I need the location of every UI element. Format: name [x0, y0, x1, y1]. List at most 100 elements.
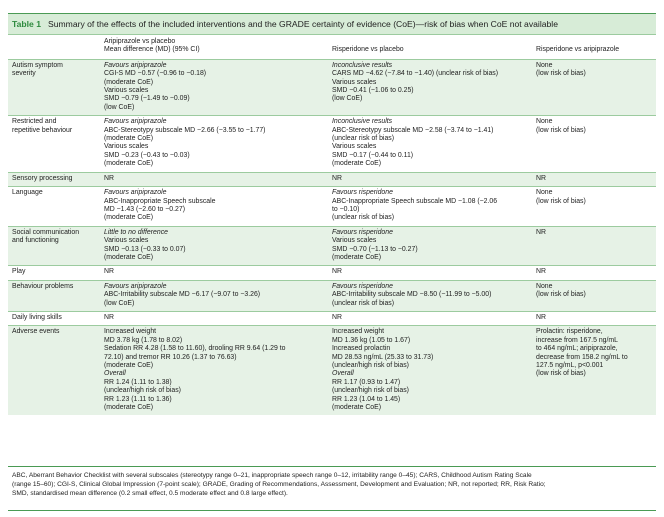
cell-text: Various scales — [104, 237, 149, 245]
cell-text: (moderate CoE) — [104, 78, 154, 86]
cell-text: (low risk of bias) — [536, 197, 586, 205]
outcome-label: Adverse events — [12, 328, 60, 336]
cell-text: Increased weight — [104, 328, 157, 336]
cell-text: 127.5 ng/mL, p<0.001 — [536, 362, 604, 369]
aripiprazole-cell: Favours aripiprazole ABC-Inappropriate Sp… — [100, 186, 328, 227]
outcome-cell: Behaviour problems — [8, 279, 100, 312]
outcome-label: Language — [12, 189, 43, 197]
outcome-cell: Daily living skills — [8, 310, 100, 326]
conclusion-text: Favours aripiprazole — [104, 282, 167, 290]
outcome-cell: Restricted and repetitive behaviour — [8, 115, 100, 173]
cell-text: (unclear/high risk of bias) — [104, 387, 181, 395]
aripiprazole-cell: NR — [100, 310, 328, 326]
cell-text: NR — [536, 174, 546, 182]
cell-text: MD 28.53 ng/mL (25.33 to 31.73) — [332, 353, 434, 361]
outcome-cell: Social communication and functioning — [8, 225, 100, 266]
cell-text: (unclear risk of bias) — [332, 135, 395, 143]
cell-text: ABC-Irritability subscale MD −8.50 (−11.… — [332, 291, 492, 299]
cell-text: (low CoE) — [104, 103, 135, 111]
risp-vs-arip-cell: None (low risk of bias) — [532, 186, 656, 227]
risperidone-cell: Inconclusive results ABC-Stereotypy subsc… — [328, 115, 532, 173]
cell-text: RR 1.23 (1.11 to 1.36) — [104, 395, 172, 403]
table-row: Language Favours aripiprazole ABC-Inapprop… — [8, 186, 656, 227]
outcome-label: repetitive behaviour — [12, 126, 73, 134]
risperidone-cell: NR — [328, 310, 532, 326]
risperidone-cell: NR — [328, 171, 532, 187]
risp-vs-arip-cell: NR — [532, 265, 656, 281]
cell-text: Prolactin: risperidone, — [536, 328, 603, 336]
cell-text: (moderate CoE) — [104, 362, 154, 369]
conclusion-text: Overall — [104, 370, 126, 378]
cell-text: NR — [332, 268, 342, 276]
cell-text: NR — [332, 174, 342, 182]
cell-text: NR — [536, 313, 546, 321]
aripiprazole-cell: NR — [100, 265, 328, 281]
header-risperidone-label: Risperidone vs placebo — [332, 46, 404, 54]
table-row: Restricted and repetitive behaviour Favour… — [8, 115, 656, 173]
cell-text: Increased weight — [332, 328, 385, 336]
cell-text: ABC-Inappropriate Speech subscale — [104, 197, 216, 205]
table-row: Autism symptom severity Favours aripiprazo… — [8, 58, 656, 116]
conclusion-text: Favours aripiprazole — [104, 118, 167, 126]
aripiprazole-cell: Little to no difference Various scales SMD… — [100, 225, 328, 266]
cell-text: ABC-Stereotypy subscale MD −2.66 (−3.55 … — [104, 126, 266, 134]
cell-text: (low risk of bias) — [536, 370, 586, 378]
header-comparison-label: Risperidone vs aripiprazole — [536, 46, 620, 54]
cell-text: Various scales — [332, 143, 377, 151]
cell-text: CARS MD −4.62 (−7.84 to −1.40) (unclear … — [332, 70, 499, 78]
cell-text: Various scales — [104, 143, 149, 151]
outcome-cell: Adverse events — [8, 325, 100, 416]
cell-text: (low risk of bias) — [536, 291, 586, 299]
cell-text: (moderate CoE) — [104, 253, 154, 261]
cell-text: None — [536, 282, 553, 290]
risp-vs-arip-cell: NR — [532, 171, 656, 187]
outcome-cell: Language — [8, 186, 100, 227]
cell-text: (moderate CoE) — [104, 404, 154, 412]
cell-text: MD 1.36 kg (1.05 to 1.67) — [332, 336, 411, 344]
conclusion-text: Little to no difference — [104, 228, 168, 236]
table-body: Autism symptom severity Favours aripiprazo… — [8, 58, 656, 416]
conclusion-text: Favours risperidone — [332, 228, 393, 236]
table-row: Daily living skills NR NR NR — [8, 310, 656, 326]
table-title: Summary of the effects of the included i… — [47, 19, 558, 29]
cell-text: Sedation RR 4.28 (1.58 to 11.60), drooli… — [104, 345, 286, 353]
risperidone-cell: Increased weight MD 1.36 kg (1.05 to 1.67… — [328, 325, 532, 416]
header-risperidone: Risperidone vs placebo — [328, 36, 532, 59]
cell-text: (unclear risk of bias) — [332, 299, 395, 307]
cell-text: ABC-Stereotypy subscale MD −2.58 (−3.74 … — [332, 126, 494, 134]
outcome-label: Play — [12, 268, 26, 276]
cell-text: NR — [104, 174, 114, 182]
cell-text: SMD −0.79 (−1.49 to −0.09) — [104, 95, 190, 103]
header-aripiprazole-line2: Mean difference (MD) (95% CI) — [104, 46, 200, 54]
table-row: Behaviour problems Favours aripiprazole AB… — [8, 279, 656, 312]
cell-text: (moderate CoE) — [104, 214, 154, 222]
cell-text: (moderate CoE) — [332, 253, 382, 261]
header-outcome — [8, 36, 100, 59]
table-caption: Table 1 Summary of the effects of the in… — [8, 13, 656, 35]
risp-vs-arip-cell: None (low risk of bias) — [532, 279, 656, 312]
cell-text: (moderate CoE) — [332, 404, 382, 412]
cell-text: (unclear risk of bias) — [332, 214, 395, 222]
risperidone-cell: Favours risperidone Various scales SMD −0.… — [328, 225, 532, 266]
table-number: Table 1 — [12, 19, 41, 29]
cell-text: to 464 ng/mL; aripiprazole, — [536, 345, 618, 353]
table-row: Sensory processing NR NR NR — [8, 171, 656, 187]
conclusion-text: Overall — [332, 370, 354, 378]
cell-text: NR — [536, 228, 546, 236]
cell-text: (moderate CoE) — [332, 160, 382, 168]
cell-text: 72.10) and tremor RR 10.26 (1.37 to 76.6… — [104, 353, 237, 361]
cell-text: ABC-Irritability subscale MD −6.17 (−9.0… — [104, 291, 261, 299]
table-footnote: ABC, Aberrant Behavior Checklist with se… — [8, 466, 656, 498]
header-aripiprazole: Aripiprazole vs placebo Mean difference … — [100, 36, 328, 59]
cell-text: SMD −0.17 (−0.44 to 0.11) — [332, 151, 414, 159]
outcome-label: and functioning — [12, 237, 59, 245]
cell-text: SMD −0.41 (−1.06 to 0.25) — [332, 87, 414, 95]
risp-vs-arip-cell: NR — [532, 310, 656, 326]
cell-text: None — [536, 61, 553, 69]
cell-text: decrease from 158.2 ng/mL to — [536, 353, 628, 361]
outcome-cell: Autism symptom severity — [8, 58, 100, 116]
summary-table: Aripiprazole vs placebo Mean difference … — [8, 36, 656, 416]
cell-text: (low CoE) — [332, 95, 363, 103]
cell-text: ABC-Inappropriate Speech subscale MD −1.… — [332, 197, 498, 205]
